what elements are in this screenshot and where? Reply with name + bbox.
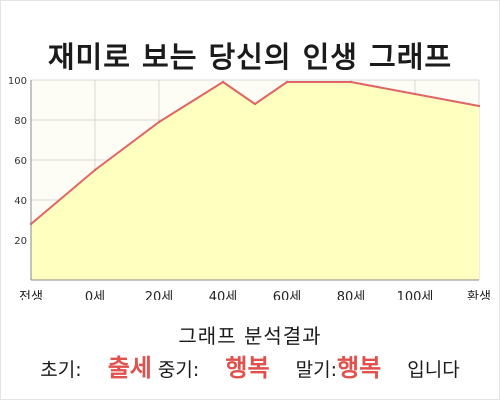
x-tick-label: 60세	[273, 290, 302, 300]
y-tick-label: 80	[14, 116, 27, 127]
analysis-heading: 그래프 분석결과	[178, 324, 322, 348]
y-tick-label: 20	[14, 236, 27, 247]
mid-value: 행복	[225, 354, 270, 382]
data-point	[93, 168, 97, 172]
early-label: 초기:	[40, 359, 82, 381]
y-tick-label: 60	[14, 156, 27, 167]
late-value: 행복	[337, 354, 382, 382]
chart-title: 재미로 보는 당신의 인생 그래프	[47, 40, 453, 74]
mid-label: 중기:	[157, 359, 200, 381]
x-tick-label: 80세	[337, 290, 366, 300]
x-tick-label: 환생	[467, 290, 491, 300]
result-suffix: 입니다	[407, 359, 460, 381]
late-label: 말기:	[295, 359, 338, 381]
data-point	[477, 104, 481, 108]
data-point	[413, 92, 417, 96]
data-point	[253, 102, 257, 106]
data-point	[349, 80, 353, 84]
early-value: 출세	[107, 354, 152, 382]
data-point	[221, 80, 225, 84]
series-area	[31, 82, 479, 280]
x-tick-label: 0세	[85, 290, 105, 300]
y-tick-label: 100	[8, 76, 27, 87]
life-graph-chart: 20 40 60 80 100 전생 0세 20세 40세 60세 80세 100세 환생	[8, 76, 491, 300]
y-tick-label: 40	[14, 196, 27, 207]
data-point	[157, 120, 161, 124]
x-tick-label: 전생	[19, 290, 43, 300]
x-tick-label: 20세	[145, 290, 174, 300]
x-tick-label: 100세	[397, 290, 434, 300]
analysis-result-line: 초기: 출세 중기: 행복 말기:행복 입니다	[0, 348, 500, 383]
x-tick-label: 40세	[209, 290, 238, 300]
data-point	[285, 80, 289, 84]
